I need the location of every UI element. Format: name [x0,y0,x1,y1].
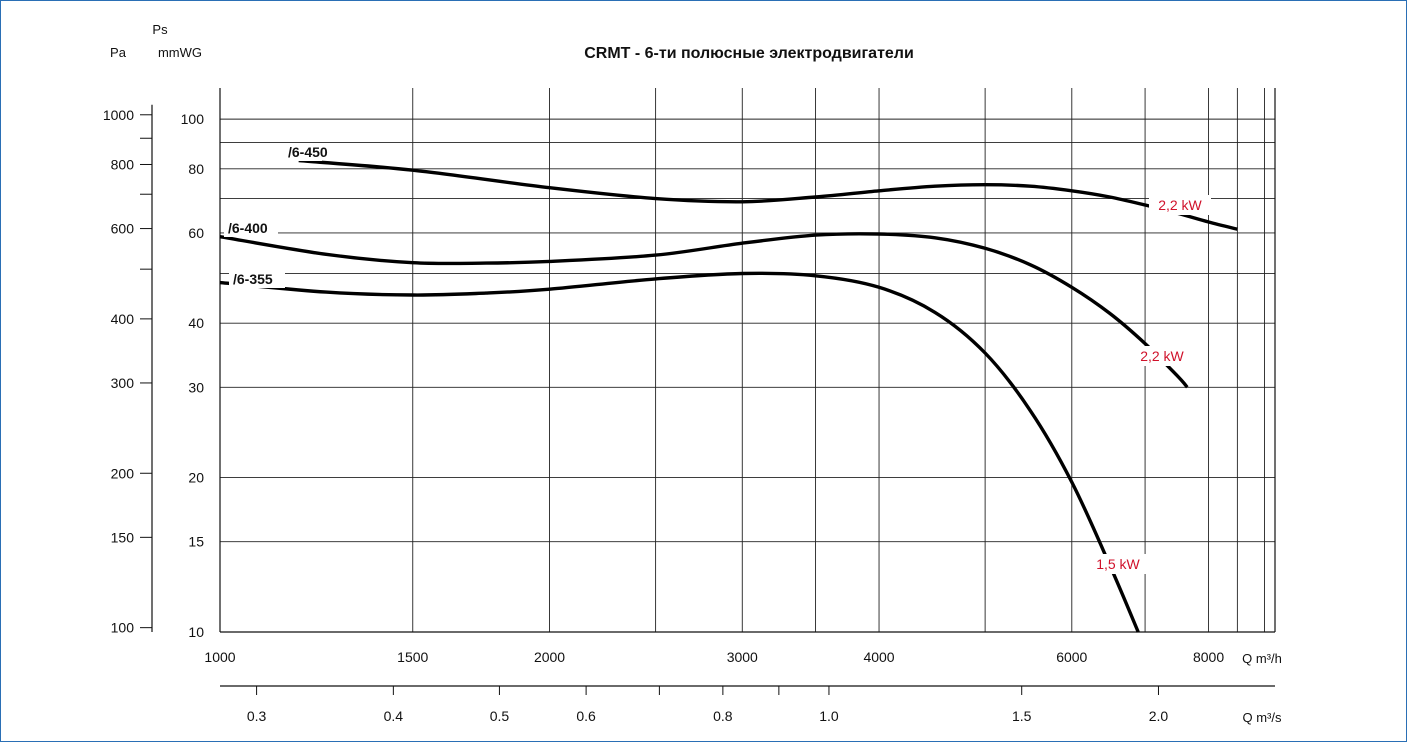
y-tick-label: 10 [188,624,204,640]
power-label-6-355: 1,5 kW [1096,556,1140,572]
y2-tick-label: 300 [111,375,135,391]
y2-tick-label: 150 [111,529,135,545]
axes: 1000 1500 2000 3000 4000 6000 8000 Q m³/h 0.3 0.4… [103,88,1282,725]
x-tick-label: 6000 [1056,649,1087,665]
power-label-bg [1149,195,1211,215]
x-tick-label: 2000 [534,649,565,665]
curve-6-450 [298,158,1238,231]
power-label-6-400: 2,2 kW [1140,348,1184,364]
x2-tick-label: 0.8 [713,708,733,724]
curve-6-355 [219,271,1140,633]
x-tick-label: 8000 [1193,649,1224,665]
x2-tick-label: 2.0 [1149,708,1169,724]
grid [219,88,1275,633]
y2-tick-label: 600 [111,221,135,237]
power-label-bg [1131,346,1193,366]
power-label-6-450: 2,2 kW [1158,197,1202,213]
curves: /6-450 2,2 kW/6-400 2,2 kW/6-355 1,5 kW [219,143,1238,633]
curve-label-6-450: /6-450 [288,144,328,160]
y-tick-label: 20 [188,470,204,486]
x-axis-label: Q m³/h [1242,651,1282,666]
curve-6-400 [219,232,1189,389]
x2-tick-label: 0.4 [384,708,404,724]
x-tick-label: 4000 [863,649,894,665]
y-axis-unit-mmwg: mmWG [158,45,202,60]
y2-tick-label: 400 [111,311,135,327]
y2-tick-label: 800 [111,156,135,172]
x-tick-label: 3000 [727,649,758,665]
x2-tick-label: 0.6 [576,708,596,724]
x2-tick-label: 1.0 [819,708,839,724]
y-tick-label: 15 [188,534,204,550]
curve-label-6-400: /6-400 [228,220,268,236]
x2-tick-label: 1.5 [1012,708,1032,724]
curve-label-bg [284,143,322,161]
y2-axis-label-pa: Pa [110,45,127,60]
y2-tick-label: 1000 [103,107,134,123]
y2-tick-label: 200 [111,465,135,481]
x-tick-label: 1000 [204,649,235,665]
y-tick-label: 80 [188,161,204,177]
power-label-bg [1087,554,1149,574]
y-tick-label: 30 [188,379,204,395]
x2-tick-label: 0.5 [490,708,510,724]
y2-tick-label: 100 [111,620,135,636]
y-tick-label: 100 [181,111,205,127]
y-tick-label: 60 [188,225,204,241]
curve-label-6-355: /6-355 [233,271,273,287]
x2-tick-label: 0.3 [247,708,267,724]
x-tick-label: 1500 [397,649,428,665]
chart-title: CRMT - 6-ти полюсные электродвигатели [584,45,914,62]
y-axis-label-ps: Ps [152,22,168,37]
curve-label-bg [224,219,278,237]
y-tick-label: 40 [188,315,204,331]
curve-label-bg [229,270,285,288]
x2-axis-label: Q m³/s [1243,710,1282,725]
